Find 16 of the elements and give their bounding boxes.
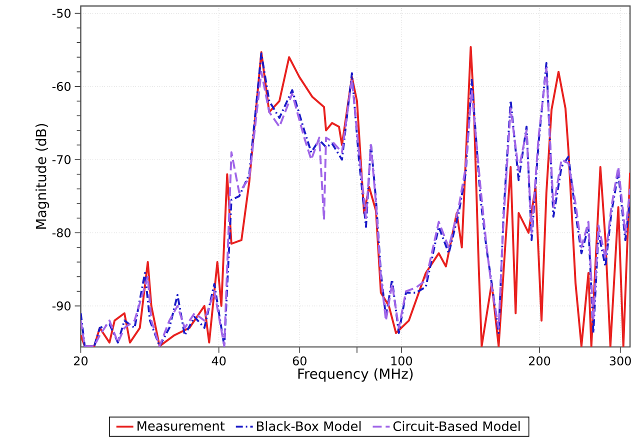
x-tick-label: 300	[610, 356, 631, 366]
x-tick-label: 40	[212, 356, 226, 366]
y-axis-title: Magnitude (dB)	[36, 124, 49, 229]
legend-label: Measurement	[138, 421, 225, 432]
x-axis-title: Frequency (MHz)	[298, 368, 413, 382]
y-tick-label: -80	[52, 228, 71, 238]
legend-label: Circuit-Based Model	[393, 421, 520, 432]
legend-label: Black-Box Model	[257, 421, 361, 432]
y-tick-label: -70	[52, 155, 71, 164]
y-tick-label: -90	[52, 302, 71, 311]
x-tick-label: 20	[74, 356, 88, 366]
y-tick-label: -50	[52, 8, 71, 18]
x-tick-label: 60	[292, 356, 306, 366]
y-tick-label: -60	[52, 82, 71, 92]
x-tick-label: 100	[391, 356, 412, 366]
x-tick-label: 200	[529, 356, 550, 366]
